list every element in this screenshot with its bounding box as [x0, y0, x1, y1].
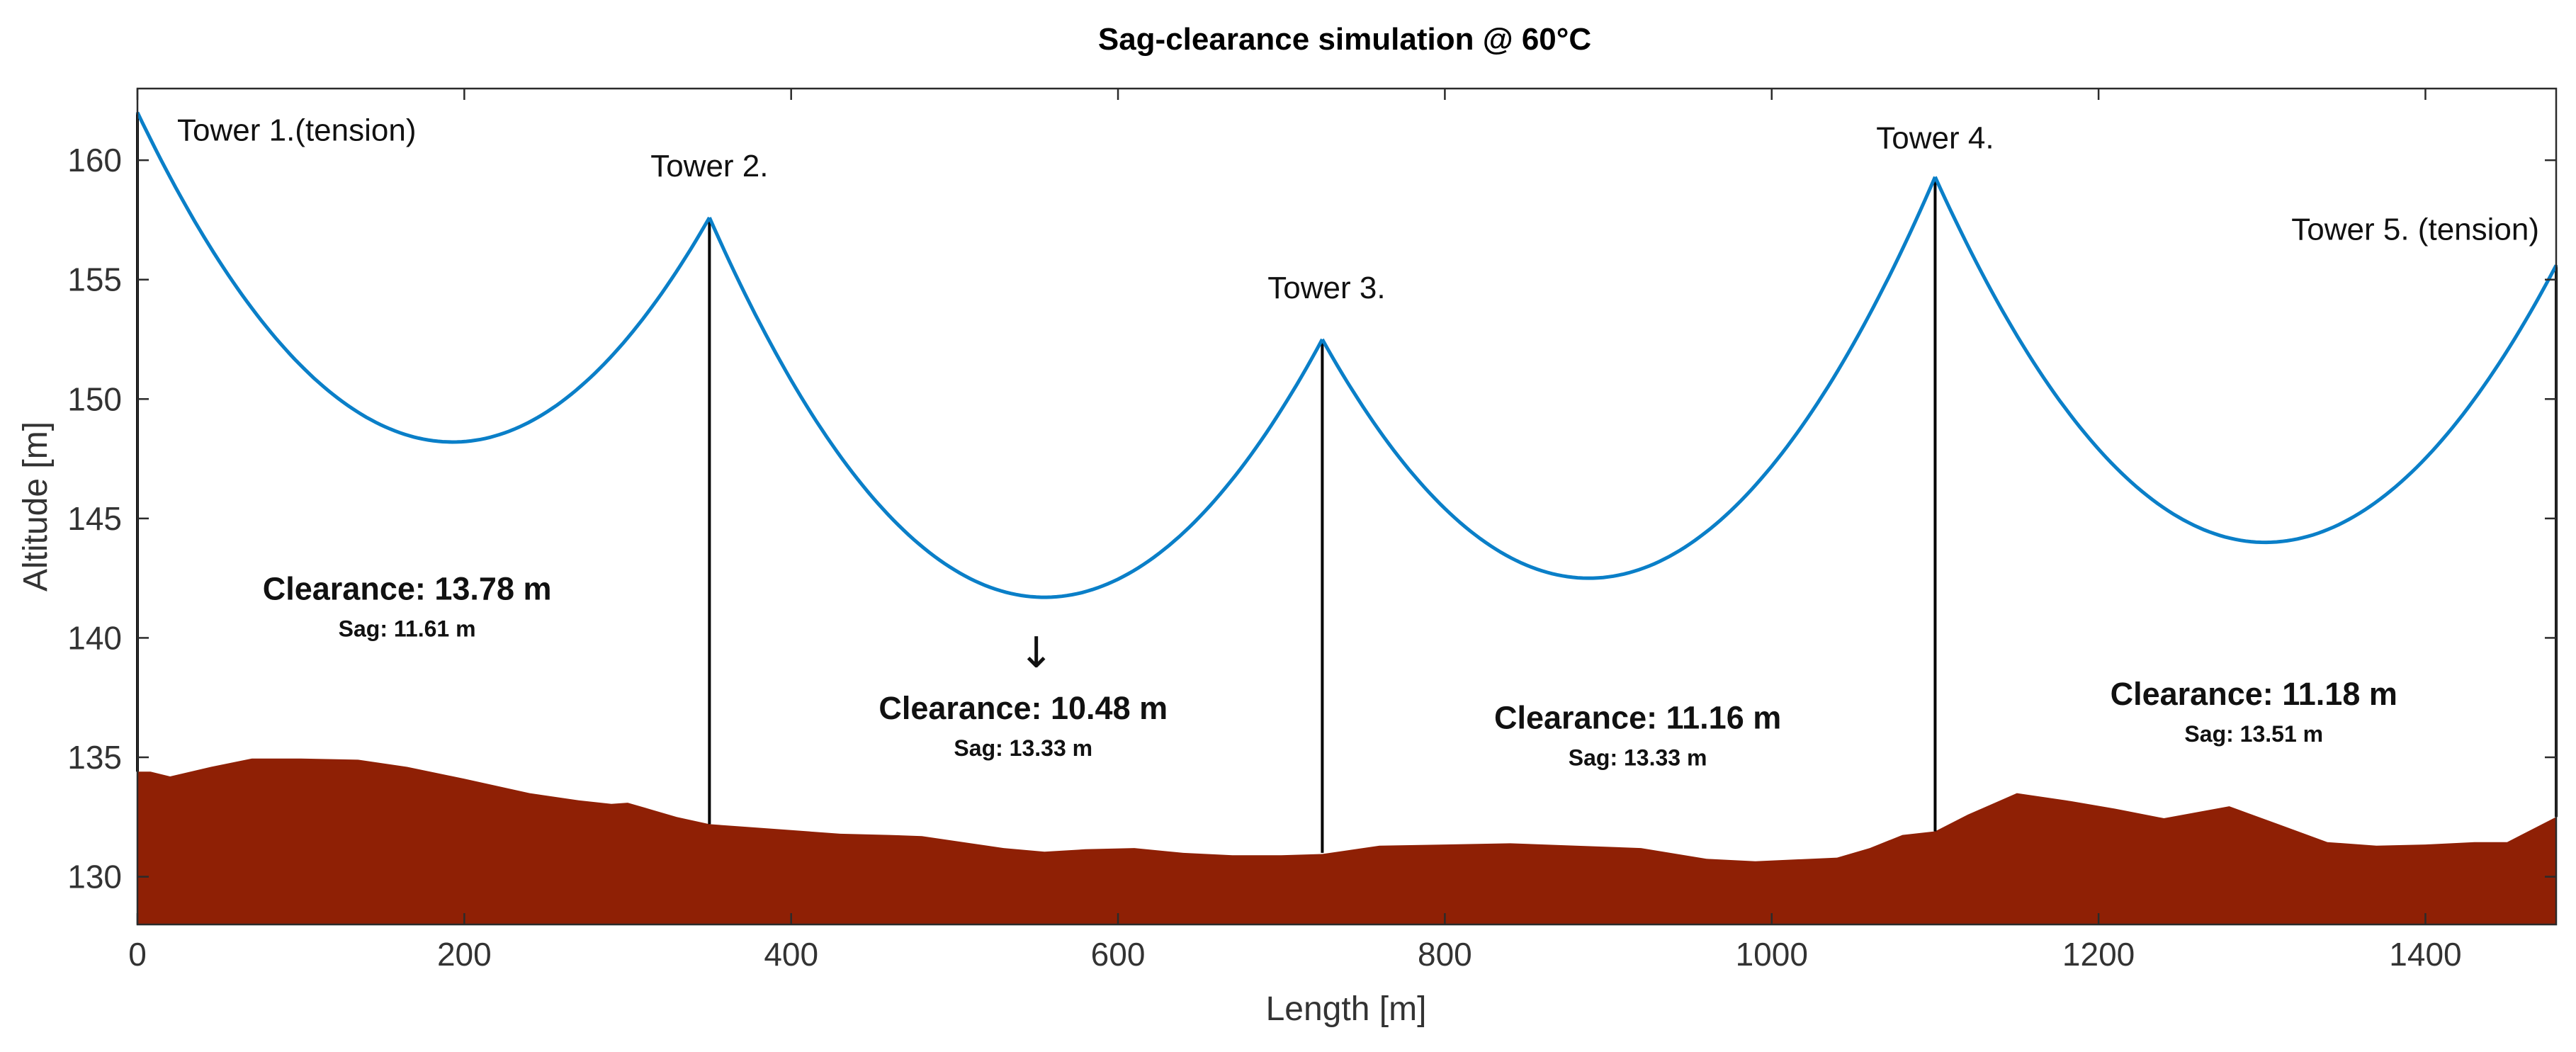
y-tick-label: 135 — [67, 739, 122, 776]
tower-label-5: Tower 5. (tension) — [2291, 212, 2539, 247]
clearance-label-4: Clearance: 11.18 m — [2111, 676, 2397, 712]
x-tick-label: 1000 — [1736, 936, 1808, 973]
x-tick-label: 1200 — [2062, 936, 2135, 973]
y-tick-label: 150 — [67, 380, 122, 417]
clearance-label-3: Clearance: 11.16 m — [1494, 700, 1781, 736]
y-tick-label: 160 — [67, 142, 122, 179]
y-tick-label: 130 — [67, 859, 122, 895]
x-tick-label: 1400 — [2389, 936, 2461, 973]
tower-label-1: Tower 1.(tension) — [177, 113, 416, 148]
clearance-label-2: Clearance: 10.48 m — [879, 690, 1168, 726]
tower-label-2: Tower 2. — [650, 149, 768, 183]
tower-label-4: Tower 4. — [1876, 121, 1994, 156]
conductor-span-2 — [708, 217, 1324, 599]
y-tick-label: 140 — [67, 619, 122, 656]
down-arrow-icon: ↓ — [1019, 628, 1054, 678]
x-tick-label: 600 — [1091, 936, 1146, 973]
sag-label-1: Sag: 11.61 m — [339, 616, 476, 641]
x-tick-label: 800 — [1418, 936, 1472, 973]
plot-area — [135, 111, 2558, 924]
x-tick-label: 200 — [437, 936, 492, 973]
sag-label-2: Sag: 13.33 m — [954, 735, 1092, 761]
y-axis-label: Altitude [m] — [17, 422, 55, 592]
conductor-span-1 — [135, 111, 711, 444]
conductor-span-3 — [1321, 176, 1937, 580]
tower-label-3: Tower 3. — [1267, 271, 1385, 305]
x-axis-label: Length [m] — [1266, 990, 1427, 1028]
chart-title: Sag-clearance simulation @ 60°C — [1098, 22, 1591, 57]
axes: 0 200 400 600 800 1000 1200 1400 130 135 140 145 150… — [67, 89, 2556, 973]
plot-frame — [136, 87, 2558, 926]
sag-label-3: Sag: 13.33 m — [1569, 745, 1707, 771]
conductor-span-4 — [1933, 176, 2558, 545]
terrain-area — [137, 758, 2556, 924]
clearance-label-1: Clearance: 13.78 m — [263, 570, 552, 606]
annotations: Tower 1.(tension) Tower 2. Tower 3. Tower 4… — [177, 113, 2539, 771]
x-tick-label: 400 — [764, 936, 818, 973]
x-tick-label: 0 — [128, 936, 147, 973]
y-tick-label: 155 — [67, 261, 122, 298]
sag-label-4: Sag: 13.51 m — [2184, 721, 2323, 747]
y-tick-label: 145 — [67, 500, 122, 537]
